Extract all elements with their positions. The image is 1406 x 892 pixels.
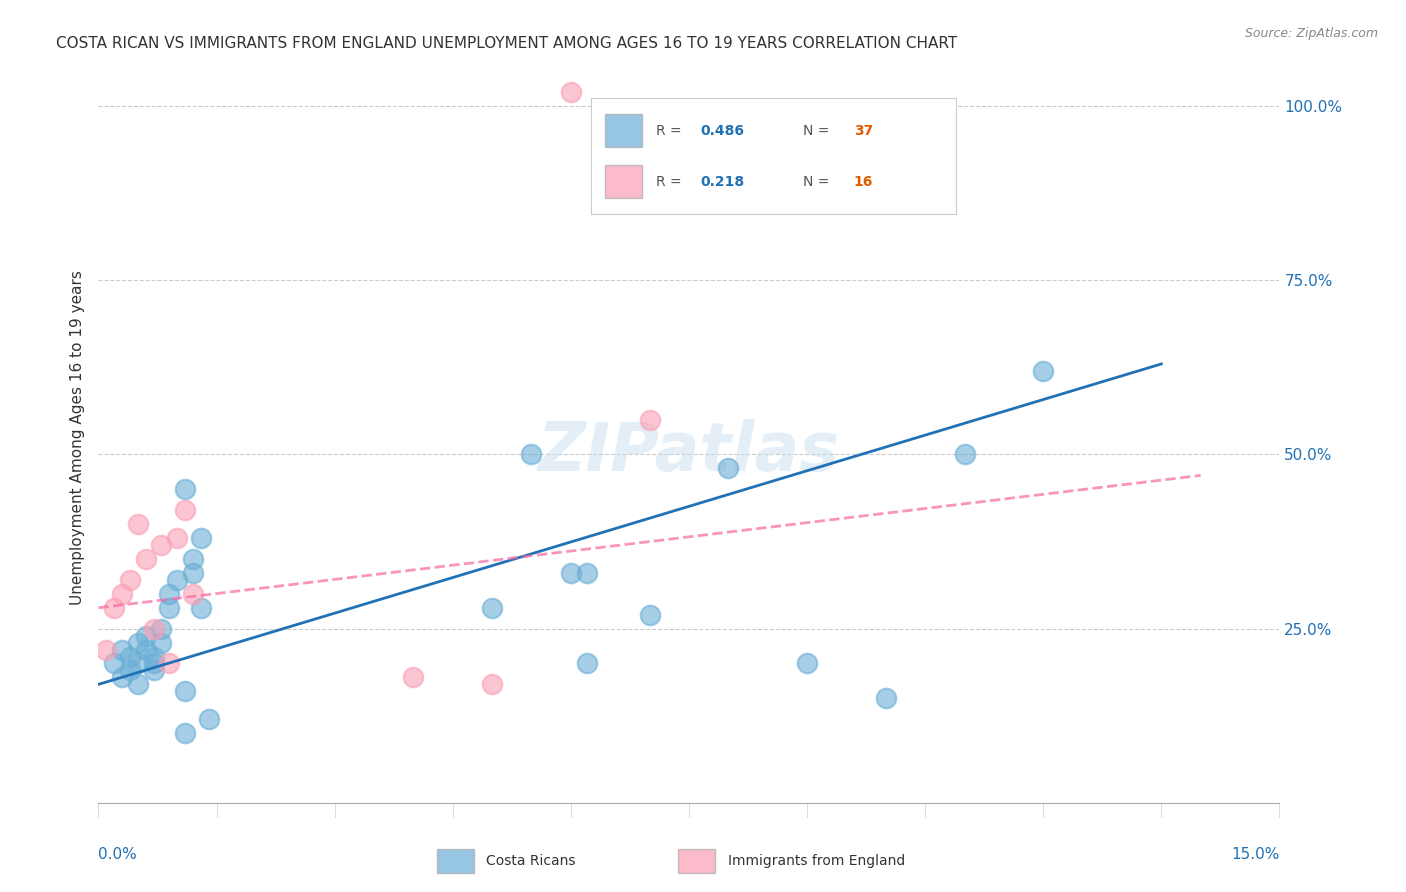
Point bbox=[118, 649, 141, 664]
Point bbox=[197, 712, 219, 726]
Point bbox=[127, 657, 149, 671]
Point bbox=[174, 503, 197, 517]
Point bbox=[190, 600, 212, 615]
Point bbox=[166, 573, 188, 587]
Point bbox=[481, 677, 503, 691]
Text: Source: ZipAtlas.com: Source: ZipAtlas.com bbox=[1244, 27, 1378, 40]
Text: COSTA RICAN VS IMMIGRANTS FROM ENGLAND UNEMPLOYMENT AMONG AGES 16 TO 19 YEARS CO: COSTA RICAN VS IMMIGRANTS FROM ENGLAND U… bbox=[56, 36, 957, 51]
Point bbox=[181, 552, 204, 566]
Text: Immigrants from England: Immigrants from England bbox=[728, 854, 905, 868]
Point bbox=[135, 629, 157, 643]
Point bbox=[103, 657, 125, 671]
Point bbox=[142, 649, 165, 664]
Text: ZIPatlas: ZIPatlas bbox=[538, 418, 839, 484]
Point bbox=[796, 657, 818, 671]
Point bbox=[875, 691, 897, 706]
Text: 0.486: 0.486 bbox=[700, 124, 744, 137]
Point bbox=[717, 461, 740, 475]
Text: 37: 37 bbox=[853, 124, 873, 137]
Text: 0.218: 0.218 bbox=[700, 175, 744, 188]
Point bbox=[181, 587, 204, 601]
Point bbox=[1032, 364, 1054, 378]
Text: R =: R = bbox=[657, 175, 682, 188]
Point bbox=[181, 566, 204, 580]
Text: 0.0%: 0.0% bbox=[98, 847, 138, 862]
Point bbox=[166, 531, 188, 545]
FancyBboxPatch shape bbox=[605, 165, 641, 198]
Point bbox=[560, 85, 582, 99]
Point bbox=[150, 622, 173, 636]
Text: N =: N = bbox=[803, 175, 830, 188]
Point bbox=[127, 635, 149, 649]
Point bbox=[118, 573, 141, 587]
Point bbox=[575, 566, 598, 580]
Point bbox=[157, 657, 180, 671]
Point bbox=[402, 670, 425, 684]
Point bbox=[111, 642, 134, 657]
Point bbox=[174, 726, 197, 740]
Point bbox=[127, 677, 149, 691]
FancyBboxPatch shape bbox=[605, 114, 641, 147]
Y-axis label: Unemployment Among Ages 16 to 19 years: Unemployment Among Ages 16 to 19 years bbox=[69, 269, 84, 605]
Point bbox=[127, 517, 149, 532]
Point bbox=[96, 642, 118, 657]
FancyBboxPatch shape bbox=[678, 849, 716, 873]
Text: 15.0%: 15.0% bbox=[1232, 847, 1279, 862]
Point bbox=[135, 552, 157, 566]
Point bbox=[638, 607, 661, 622]
Text: R =: R = bbox=[657, 124, 682, 137]
Point bbox=[481, 600, 503, 615]
FancyBboxPatch shape bbox=[437, 849, 474, 873]
Point bbox=[174, 483, 197, 497]
Point bbox=[575, 657, 598, 671]
Point bbox=[135, 642, 157, 657]
Point bbox=[953, 448, 976, 462]
Point bbox=[142, 622, 165, 636]
Point bbox=[142, 657, 165, 671]
Point bbox=[150, 635, 173, 649]
Point bbox=[103, 600, 125, 615]
Point bbox=[174, 684, 197, 698]
Text: Costa Ricans: Costa Ricans bbox=[486, 854, 576, 868]
Point bbox=[560, 566, 582, 580]
Point bbox=[111, 587, 134, 601]
Text: N =: N = bbox=[803, 124, 830, 137]
Point bbox=[150, 538, 173, 552]
Point bbox=[190, 531, 212, 545]
Point bbox=[157, 587, 180, 601]
Point bbox=[638, 412, 661, 426]
Point bbox=[142, 664, 165, 678]
Point bbox=[111, 670, 134, 684]
Point bbox=[520, 448, 543, 462]
Point bbox=[157, 600, 180, 615]
Point bbox=[118, 664, 141, 678]
Text: 16: 16 bbox=[853, 175, 873, 188]
